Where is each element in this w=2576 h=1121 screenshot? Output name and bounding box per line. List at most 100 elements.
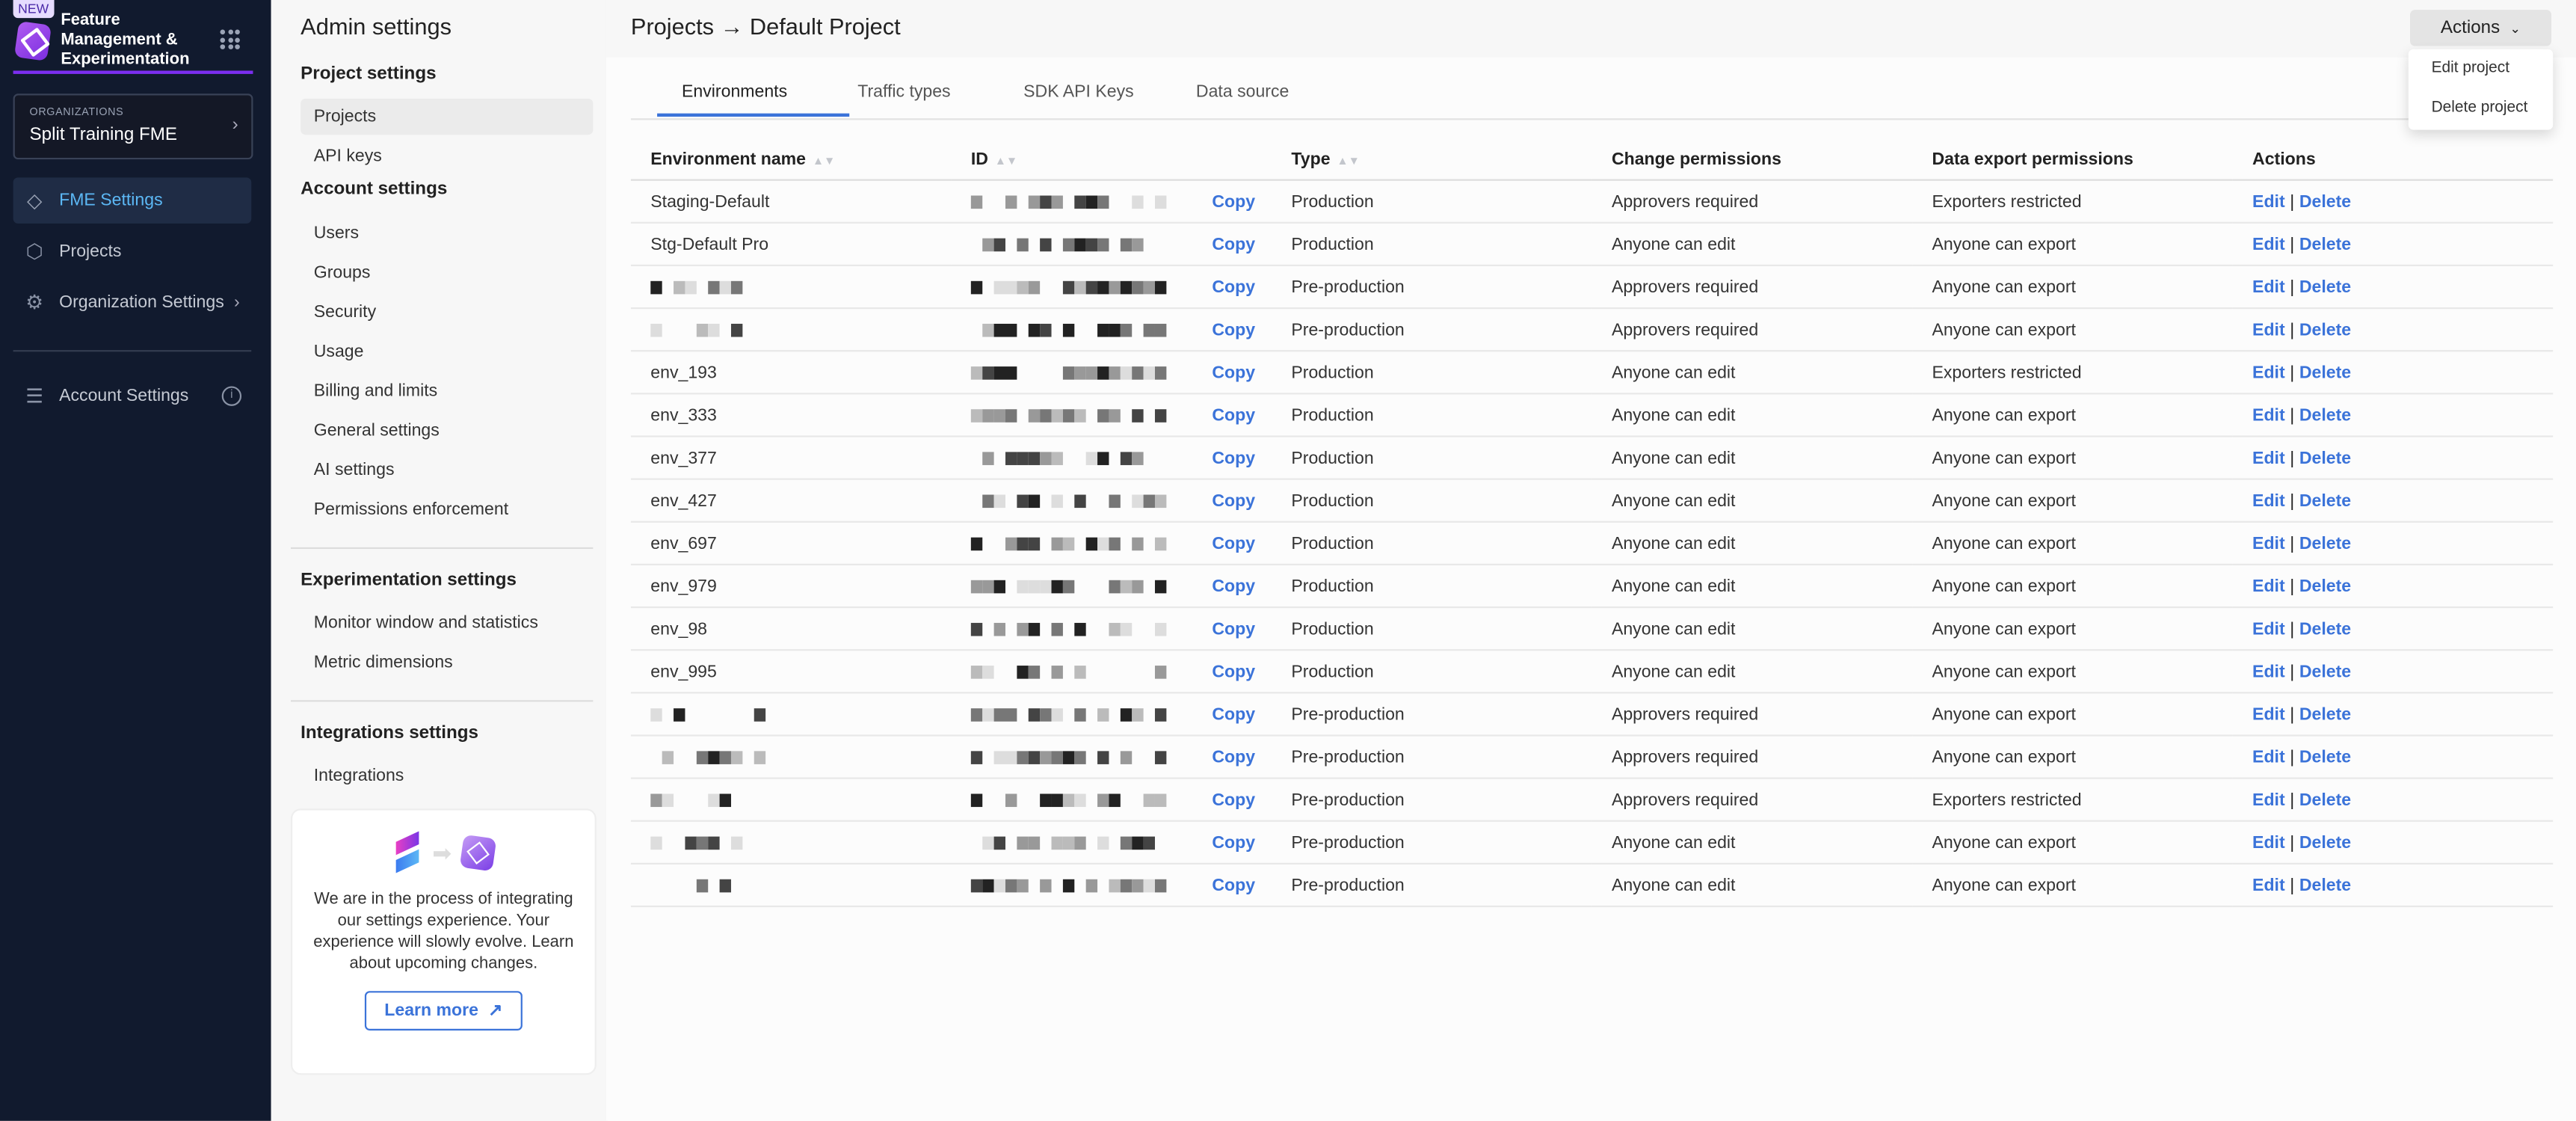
delete-button[interactable]: Delete bbox=[2299, 875, 2352, 895]
copy-id-button[interactable]: Copy bbox=[1212, 832, 1256, 853]
export-permissions: Anyone can export bbox=[1912, 607, 2233, 651]
edit-button[interactable]: Edit bbox=[2252, 533, 2285, 553]
edit-button[interactable]: Edit bbox=[2252, 832, 2285, 853]
change-permissions: Approvers required bbox=[1591, 308, 1913, 352]
copy-id-button[interactable]: Copy bbox=[1212, 405, 1256, 426]
separator: | bbox=[2290, 277, 2295, 297]
edit-button[interactable]: Edit bbox=[2252, 491, 2285, 511]
delete-button[interactable]: Delete bbox=[2299, 533, 2352, 553]
copy-id-button[interactable]: Copy bbox=[1212, 618, 1256, 639]
delete-button[interactable]: Delete bbox=[2299, 319, 2352, 340]
admin-item-ai[interactable]: AI settings bbox=[313, 460, 395, 480]
edit-button[interactable]: Edit bbox=[2252, 789, 2285, 810]
edit-button[interactable]: Edit bbox=[2252, 405, 2285, 426]
nav-item-projects[interactable]: ⬡ Projects bbox=[13, 228, 252, 274]
admin-item-billing[interactable]: Billing and limits bbox=[313, 381, 438, 402]
tab-traffic-types[interactable]: Traffic types bbox=[857, 82, 951, 102]
redacted-text bbox=[970, 408, 1167, 422]
delete-button[interactable]: Delete bbox=[2299, 661, 2352, 681]
copy-id-button[interactable]: Copy bbox=[1212, 661, 1256, 681]
delete-button[interactable]: Delete bbox=[2299, 704, 2352, 725]
table-row: Copy Pre-production Approvers required Expo… bbox=[630, 778, 2554, 822]
copy-id-button[interactable]: Copy bbox=[1212, 447, 1256, 468]
tab-environments[interactable]: Environments bbox=[682, 82, 788, 102]
edit-button[interactable]: Edit bbox=[2252, 319, 2285, 340]
edit-button[interactable]: Edit bbox=[2252, 704, 2285, 725]
nav-item-fme-settings[interactable]: ◇ FME Settings bbox=[13, 177, 252, 224]
org-name: Split Training FME bbox=[29, 125, 178, 145]
app-switcher-icon[interactable] bbox=[220, 29, 240, 49]
chevron-down-icon: ⌄ bbox=[2509, 20, 2521, 36]
copy-id-button[interactable]: Copy bbox=[1212, 789, 1256, 810]
sort-icon: ▲▼ bbox=[994, 155, 1018, 168]
redacted-text bbox=[971, 494, 1167, 507]
delete-button[interactable]: Delete bbox=[2299, 447, 2352, 468]
delete-button[interactable]: Delete bbox=[2299, 277, 2352, 297]
new-badge: NEW bbox=[13, 0, 54, 19]
environment-name: Stg-Default Pro bbox=[650, 234, 769, 254]
environment-type: Production bbox=[1272, 650, 1592, 694]
admin-item-general[interactable]: General settings bbox=[313, 420, 440, 440]
actions-dropdown-button[interactable]: Actions ⌄ bbox=[2410, 10, 2552, 46]
admin-item-api-keys[interactable]: API keys bbox=[313, 146, 382, 166]
info-icon[interactable]: i bbox=[221, 386, 242, 406]
admin-item-metric-dimensions[interactable]: Metric dimensions bbox=[313, 652, 453, 672]
copy-id-button[interactable]: Copy bbox=[1212, 319, 1256, 340]
delete-button[interactable]: Delete bbox=[2299, 832, 2352, 853]
delete-button[interactable]: Delete bbox=[2299, 234, 2352, 254]
copy-id-button[interactable]: Copy bbox=[1212, 576, 1256, 596]
copy-id-button[interactable]: Copy bbox=[1212, 746, 1256, 767]
edit-button[interactable]: Edit bbox=[2252, 191, 2285, 212]
copy-id-button[interactable]: Copy bbox=[1212, 533, 1256, 553]
tab-sdk-api-keys[interactable]: SDK API Keys bbox=[1023, 82, 1134, 102]
edit-button[interactable]: Edit bbox=[2252, 576, 2285, 596]
admin-item-users[interactable]: Users bbox=[313, 223, 360, 244]
tab-data-source[interactable]: Data source bbox=[1195, 82, 1289, 102]
redacted-text bbox=[970, 194, 1167, 209]
delete-button[interactable]: Delete bbox=[2299, 191, 2352, 212]
admin-item-monitor-window[interactable]: Monitor window and statistics bbox=[313, 612, 538, 633]
admin-item-integrations[interactable]: Integrations bbox=[313, 766, 404, 786]
sort-icon: ▲▼ bbox=[1337, 155, 1360, 168]
edit-button[interactable]: Edit bbox=[2252, 618, 2285, 639]
nav-item-organization-settings[interactable]: ⚙ Organization Settings › bbox=[13, 280, 252, 326]
column-header-type[interactable]: Type ▲▼ bbox=[1272, 138, 1592, 181]
edit-button[interactable]: Edit bbox=[2252, 875, 2285, 895]
column-header-id[interactable]: ID ▲▼ bbox=[951, 138, 1272, 181]
copy-id-button[interactable]: Copy bbox=[1212, 191, 1256, 212]
edit-button[interactable]: Edit bbox=[2252, 661, 2285, 681]
menu-item-edit-project[interactable]: Edit project bbox=[2431, 59, 2510, 78]
edit-button[interactable]: Edit bbox=[2252, 447, 2285, 468]
edit-button[interactable]: Edit bbox=[2252, 362, 2285, 382]
admin-item-groups[interactable]: Groups bbox=[313, 262, 371, 283]
edit-button[interactable]: Edit bbox=[2252, 234, 2285, 254]
copy-id-button[interactable]: Copy bbox=[1212, 234, 1256, 254]
copy-id-button[interactable]: Copy bbox=[1212, 362, 1256, 382]
admin-item-permissions[interactable]: Permissions enforcement bbox=[313, 500, 509, 520]
edit-button[interactable]: Edit bbox=[2252, 746, 2285, 767]
delete-button[interactable]: Delete bbox=[2299, 618, 2352, 639]
environment-name: env_697 bbox=[650, 533, 717, 553]
admin-item-projects[interactable]: Projects bbox=[301, 98, 594, 135]
delete-button[interactable]: Delete bbox=[2299, 405, 2352, 426]
admin-item-security[interactable]: Security bbox=[313, 302, 377, 322]
edit-button[interactable]: Edit bbox=[2252, 277, 2285, 297]
copy-id-button[interactable]: Copy bbox=[1212, 277, 1256, 297]
menu-item-delete-project[interactable]: Delete project bbox=[2431, 98, 2528, 117]
nav-item-account-settings[interactable]: ☰ Account Settings i bbox=[13, 373, 252, 420]
learn-more-button[interactable]: Learn more ↗ bbox=[364, 991, 523, 1031]
export-permissions: Anyone can export bbox=[1912, 521, 2233, 566]
delete-button[interactable]: Delete bbox=[2299, 576, 2352, 596]
column-header-name[interactable]: Environment name ▲▼ bbox=[630, 138, 952, 181]
organization-selector[interactable]: ORGANIZATIONS Split Training FME › bbox=[13, 93, 253, 160]
delete-button[interactable]: Delete bbox=[2299, 789, 2352, 810]
copy-id-button[interactable]: Copy bbox=[1212, 704, 1256, 725]
fme-logo-icon bbox=[13, 20, 52, 61]
actions-label: Actions bbox=[2440, 18, 2500, 38]
copy-id-button[interactable]: Copy bbox=[1212, 875, 1256, 895]
delete-button[interactable]: Delete bbox=[2299, 746, 2352, 767]
admin-item-usage[interactable]: Usage bbox=[313, 342, 364, 362]
delete-button[interactable]: Delete bbox=[2299, 491, 2352, 511]
copy-id-button[interactable]: Copy bbox=[1212, 491, 1256, 511]
delete-button[interactable]: Delete bbox=[2299, 362, 2352, 382]
